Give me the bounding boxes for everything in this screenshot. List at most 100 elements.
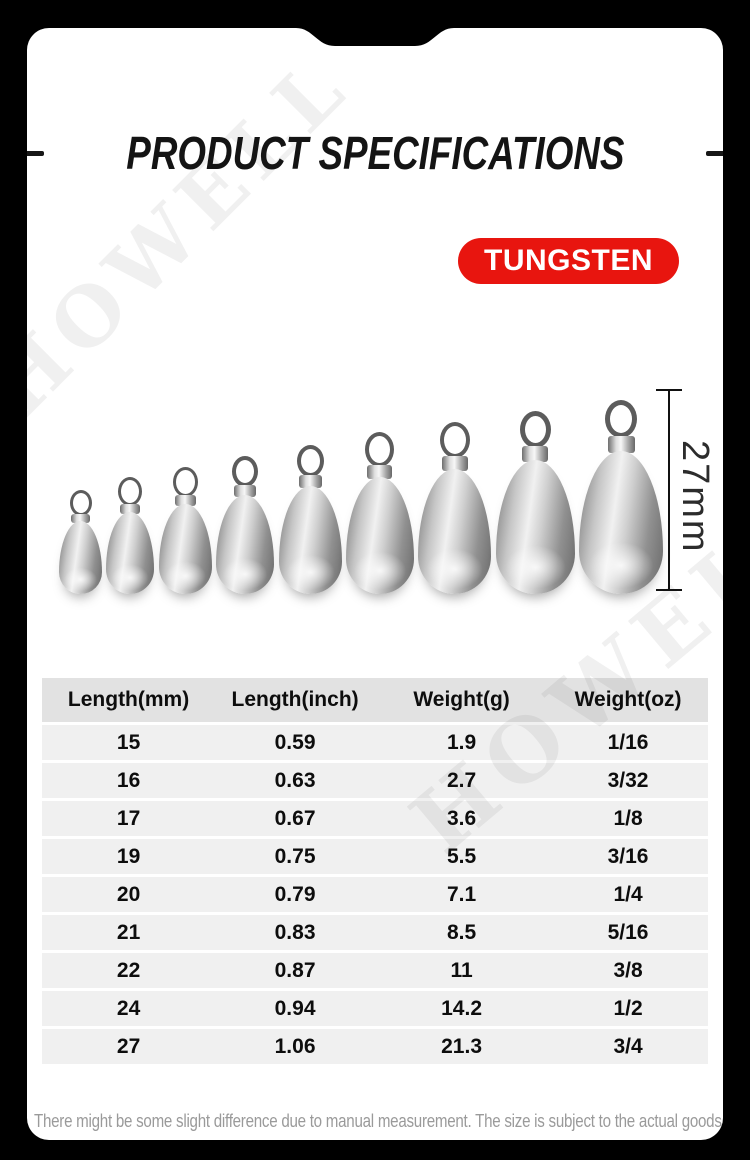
table-cell: 3/4 (613, 1034, 643, 1058)
table-cell: 11 (450, 958, 473, 982)
sinker-body (579, 451, 663, 594)
table-cell: 17 (116, 806, 141, 830)
table-row: 20 0.79 7.1 1/4 (42, 874, 708, 912)
swivel-barrel (234, 485, 257, 497)
table-cell: 16 (116, 768, 141, 792)
weight-figure (345, 432, 414, 594)
table-cell: 1.9 (446, 730, 477, 754)
table-cell: 21.3 (441, 1034, 482, 1058)
table-header-cell: Length(inch) (231, 688, 359, 711)
table-cell: 27 (116, 1034, 141, 1058)
table-row: 15 0.59 1.9 1/16 (42, 722, 708, 760)
table-cell: 1/2 (613, 996, 643, 1020)
table-cell: 15 (116, 730, 141, 754)
table-cell: 5.5 (446, 844, 477, 868)
swivel-barrel (120, 504, 141, 514)
swivel-ring (519, 411, 551, 448)
table-header-row: Length(mm) Length(inch) Weight(g) Weight(oz… (42, 678, 708, 722)
swivel-barrel (607, 436, 635, 453)
footer-note: There might be some slight difference du… (34, 1111, 723, 1131)
swivel-barrel (71, 514, 90, 523)
table-cell: 3.6 (446, 806, 477, 830)
table-row: 22 0.87 11 3/8 (42, 950, 708, 988)
table-cell: 0.83 (274, 920, 316, 944)
weight-figure (579, 400, 663, 594)
table-cell: 0.63 (274, 768, 316, 792)
table-cell: 0.75 (274, 844, 316, 868)
sinker-body (278, 486, 342, 594)
measure-cap-top (656, 389, 682, 391)
table-row: 21 0.83 8.5 5/16 (42, 912, 708, 950)
weight-figure (59, 490, 102, 594)
table-header-cell: Length(mm) (67, 688, 190, 711)
weight-figure (278, 445, 342, 594)
page-title: PRODUCT SPECIFICATIONS (125, 127, 625, 179)
table-cell: 0.67 (274, 806, 316, 830)
table-cell: 2.7 (446, 768, 477, 792)
swivel-barrel (174, 495, 196, 506)
measure-line (668, 390, 670, 590)
sinker-body (495, 460, 575, 594)
weight-figure (106, 477, 155, 594)
table-cell: 21 (116, 920, 141, 944)
table-cell: 1/4 (613, 882, 643, 906)
table-cell: 20 (116, 882, 141, 906)
table-cell: 0.87 (274, 958, 316, 982)
swivel-barrel (441, 456, 468, 471)
title-dash-right (706, 150, 723, 156)
table-cell: 3/8 (613, 958, 643, 982)
sinker-body (216, 495, 275, 594)
measure-label: 27mm (674, 440, 716, 554)
table-header-cell: Weight(g) (413, 688, 510, 711)
table-cell: 19 (116, 844, 141, 868)
measure-cap-bottom (656, 589, 682, 591)
table-header-cell: Weight(oz) (574, 688, 682, 711)
table-cell: 5/16 (607, 920, 649, 944)
table-cell: 1.06 (274, 1034, 316, 1058)
weight-figure (158, 467, 212, 594)
table-cell: 1/8 (613, 806, 643, 830)
swivel-barrel (298, 475, 322, 488)
table-cell: 0.94 (274, 996, 316, 1020)
swivel-ring (118, 477, 143, 506)
title-row: PRODUCT SPECIFICATIONS (27, 122, 723, 184)
table-cell: 8.5 (446, 920, 477, 944)
swivel-ring (365, 432, 395, 467)
table-body: 15 0.59 1.9 1/16 16 0.63 2.7 3/32 17 0.67 3.6 1/8 19… (42, 722, 708, 1064)
sinker-body (345, 477, 414, 594)
product-card: HOWELL HOWELL PRODUCT SPECIFICATIONS TUN… (27, 28, 723, 1140)
table-cell: 0.79 (274, 882, 316, 906)
swivel-ring (296, 445, 324, 477)
swivel-ring (232, 456, 259, 487)
sinker-body (418, 469, 492, 594)
sinker-body (106, 512, 155, 594)
weight-figure (418, 422, 492, 594)
weights-photo-row (59, 382, 663, 594)
swivel-barrel (522, 446, 549, 462)
table-row: 24 0.94 14.2 1/2 (42, 988, 708, 1026)
swivel-ring (172, 467, 198, 497)
swivel-barrel (367, 465, 393, 479)
notch-shape (296, 28, 454, 46)
table-row: 17 0.67 3.6 1/8 (42, 798, 708, 836)
table-row: 16 0.63 2.7 3/32 (42, 760, 708, 798)
table-cell: 0.59 (274, 730, 316, 754)
table-cell: 24 (116, 996, 141, 1020)
sinker-body (158, 504, 212, 594)
spec-table: Length(mm) Length(inch) Weight(g) Weight(oz… (42, 678, 708, 1064)
table-cell: 1/16 (607, 730, 649, 754)
weight-figure (216, 456, 275, 594)
swivel-ring (69, 490, 92, 516)
table-row: 27 1.06 21.3 3/4 (42, 1026, 708, 1064)
swivel-ring (605, 400, 637, 438)
title-dash-left (27, 150, 44, 156)
table-cell: 22 (116, 958, 141, 982)
swivel-ring (439, 422, 470, 458)
card-top-notch (296, 28, 454, 47)
table-row: 19 0.75 5.5 3/16 (42, 836, 708, 874)
sinker-body (59, 521, 102, 594)
table-cell: 3/32 (607, 768, 649, 792)
table-cell: 7.1 (446, 882, 477, 906)
table-cell: 14.2 (441, 996, 482, 1020)
